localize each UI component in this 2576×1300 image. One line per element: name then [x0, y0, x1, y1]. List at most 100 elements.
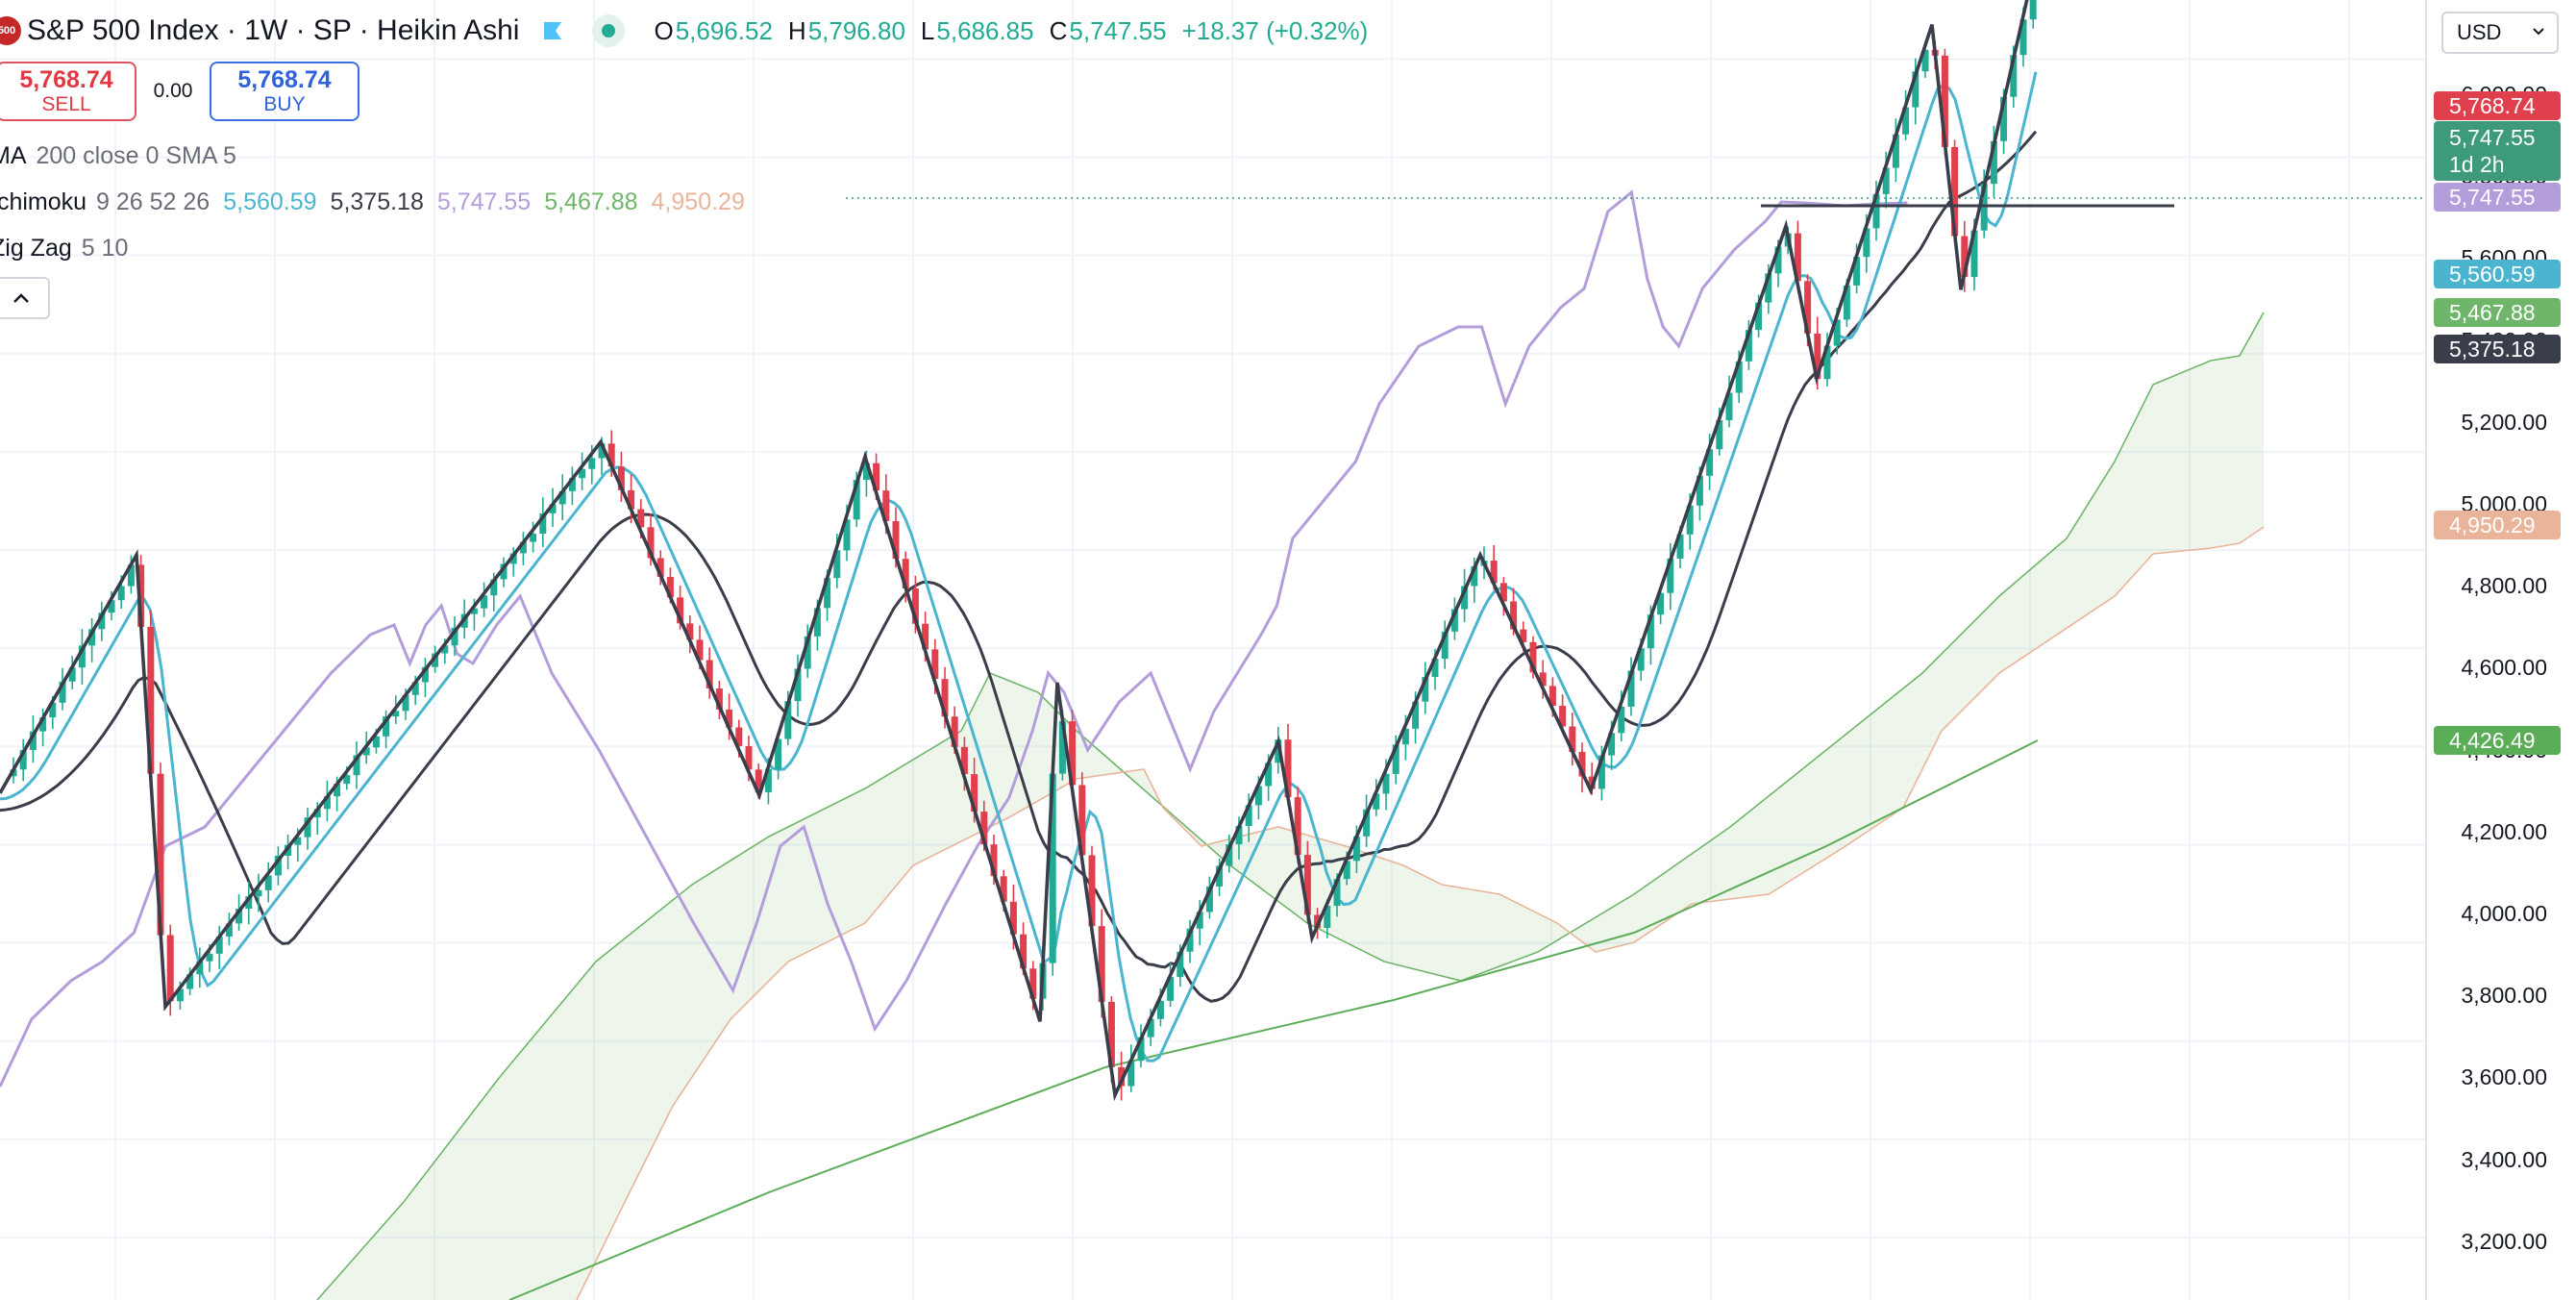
candle-body [735, 727, 743, 746]
candle-body [1578, 751, 1586, 777]
candle-body [206, 953, 213, 962]
candle-body [1343, 861, 1350, 880]
candle-body [1363, 809, 1371, 837]
candle-body [186, 974, 194, 989]
ichimoku-value: 5,375.18 [330, 188, 424, 215]
candle-body [1627, 670, 1635, 707]
sell-button[interactable]: 5,768.74 SELL [0, 62, 136, 121]
candle-body [29, 731, 37, 751]
candle-body [1706, 449, 1714, 476]
candle-body [2029, 0, 2037, 20]
symbol-title[interactable]: S&P 500 Index · 1W · SP · Heikin Ashi [27, 14, 520, 46]
candle-body [637, 509, 645, 528]
candle-body [500, 563, 508, 580]
candle-body [706, 660, 713, 689]
candle-body [490, 579, 498, 596]
low-value: 5,686.85 [936, 15, 1034, 45]
candle-body [1069, 721, 1077, 786]
trade-panel: 5,768.74 SELL 0.00 5,768.74 BUY [0, 62, 359, 121]
candle-body [235, 909, 243, 924]
candle-body [1088, 855, 1096, 927]
candle-body [882, 490, 890, 521]
candle-body [1324, 906, 1331, 929]
ma-200-line [508, 739, 2039, 1300]
candle-body [1814, 333, 1821, 380]
candle-body [1265, 762, 1273, 787]
price-tick-label: 4,200.00 [2461, 818, 2547, 844]
candle-body [1647, 614, 1654, 649]
candle-body [607, 443, 615, 467]
candle-body [1510, 601, 1518, 630]
collapse-legend-button[interactable] [0, 277, 50, 319]
candle-body [549, 504, 557, 513]
indicator-ichimoku[interactable]: Ichimoku 9 26 52 26 5,560.59 5,375.18 5,… [0, 188, 745, 216]
market-status-icon[interactable] [592, 14, 626, 47]
candle-body [598, 443, 606, 459]
candle-body [1951, 146, 1959, 237]
candle-body [196, 961, 204, 975]
candle-body [323, 796, 331, 810]
indicator-zigzag[interactable]: Zig Zag 5 10 [0, 235, 128, 262]
candle-body [1569, 726, 1576, 752]
candle-body [1471, 565, 1478, 587]
candle-body [960, 746, 968, 775]
low-label: L [920, 15, 935, 45]
candle-body [264, 875, 272, 890]
candle-body [1490, 561, 1498, 584]
candle-body [824, 578, 831, 609]
candle-body [530, 533, 537, 542]
candle-body [1657, 592, 1665, 615]
candle-body [1529, 641, 1537, 673]
candle-body [1755, 302, 1763, 331]
candle-body [39, 717, 47, 732]
candle-body [1284, 739, 1292, 798]
candle-body [1637, 648, 1645, 671]
zigzag-line [0, 0, 2029, 1102]
candle-body [421, 666, 429, 683]
candle-body [579, 468, 586, 479]
price-tick-label: 5,200.00 [2461, 409, 2547, 435]
candle-body [755, 769, 762, 792]
candle-body [304, 817, 311, 838]
close-label: C [1049, 15, 1068, 45]
indicator-ma-params: 200 close 0 SMA 5 [36, 142, 236, 169]
price-tag-value: 4,426.49 [2449, 728, 2536, 753]
candle-body [519, 541, 527, 554]
price-tick-label: 4,000.00 [2461, 901, 2547, 926]
candle-body [1177, 951, 1184, 978]
candle-body [1804, 281, 1812, 334]
candle-body [617, 466, 625, 490]
candle-body [539, 512, 547, 534]
high-value: 5,796.80 [807, 15, 905, 45]
buy-button[interactable]: 5,768.74 BUY [210, 62, 359, 121]
ichimoku-value: 4,950.29 [651, 188, 745, 215]
price-tag: 5,747.55 [2434, 183, 2561, 212]
price-tag-value: 5,747.55 [2449, 185, 2536, 210]
candle-body [696, 639, 704, 661]
currency-select[interactable]: USD [2441, 12, 2559, 54]
flag-icon[interactable] [542, 20, 563, 41]
candle-body [441, 645, 449, 654]
candle-body [1598, 755, 1605, 789]
candle-body [1765, 273, 1772, 303]
candle-body [294, 837, 302, 845]
candle-body [1431, 659, 1439, 678]
price-tag-value: 5,375.18 [2449, 337, 2536, 362]
symbol-logo[interactable]: 500 [0, 16, 21, 45]
candle-body [628, 489, 635, 510]
candle-body [833, 550, 841, 579]
candle-body [1902, 107, 1910, 135]
indicator-ma[interactable]: MA 200 close 0 SMA 5 [0, 142, 236, 170]
candle-body [951, 716, 958, 747]
candle-body [1794, 233, 1801, 282]
candle-body [353, 755, 360, 776]
candle-body [1853, 257, 1861, 286]
price-tick-label: 3,400.00 [2461, 1146, 2547, 1172]
candle-body [1745, 330, 1752, 362]
candle-body [1373, 793, 1380, 810]
candle-body [1333, 879, 1341, 907]
price-tag: 4,950.29 [2434, 511, 2561, 539]
candle-body [1275, 739, 1282, 763]
price-tag-value: 5,560.59 [2449, 262, 2536, 287]
